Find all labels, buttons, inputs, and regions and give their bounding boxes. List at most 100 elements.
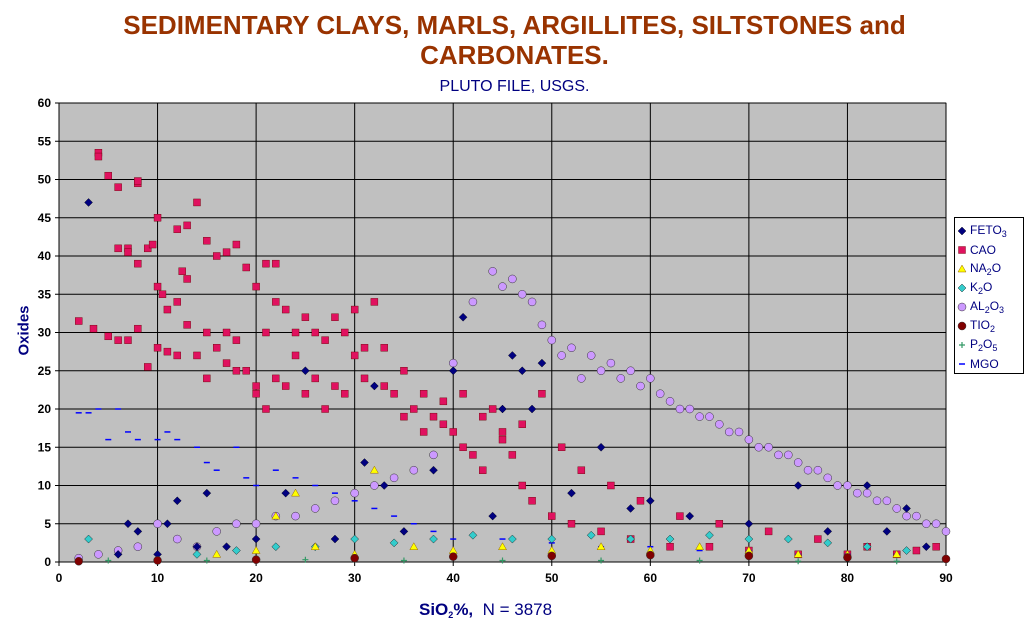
- point-cao: [262, 328, 270, 337]
- point-al2o3: [429, 450, 438, 460]
- point-cao: [321, 336, 329, 344]
- point-al2o3: [734, 427, 744, 437]
- point-cao: [222, 359, 231, 367]
- point-cao: [183, 275, 191, 283]
- point-feto3: [251, 534, 261, 544]
- point-cao: [232, 240, 241, 249]
- point-cao: [331, 382, 339, 390]
- point-cao: [232, 336, 241, 344]
- point-cao: [488, 405, 497, 413]
- x-axis-label-suffix: %,: [453, 600, 474, 619]
- point-na2o: [409, 542, 419, 550]
- y-tick-label: 40: [38, 249, 52, 263]
- point-k2o: [350, 534, 359, 544]
- point-tio2: [153, 556, 162, 565]
- point-cao: [173, 298, 181, 306]
- point-al2o3: [902, 511, 911, 521]
- point-k2o: [429, 534, 438, 544]
- point-al2o3: [774, 450, 783, 460]
- legend-item-mgo: MGO: [955, 354, 1023, 373]
- legend-marker: [959, 341, 965, 348]
- point-al2o3: [675, 404, 685, 414]
- point-al2o3: [931, 519, 941, 528]
- point-al2o3: [527, 297, 537, 307]
- point-k2o: [862, 542, 872, 551]
- legend-item-tio2: TIO2: [955, 316, 1023, 335]
- point-cao: [321, 405, 329, 413]
- point-al2o3: [922, 519, 931, 528]
- series-al2o3: [74, 267, 951, 563]
- point-cao: [715, 520, 724, 528]
- point-al2o3: [754, 443, 763, 452]
- point-cao: [400, 412, 408, 421]
- y-tick-label: 35: [38, 287, 52, 301]
- point-na2o: [596, 542, 606, 550]
- point-tio2: [547, 551, 557, 561]
- point-al2o3: [596, 366, 606, 375]
- point-al2o3: [350, 488, 359, 498]
- point-cao: [764, 527, 773, 536]
- point-feto3: [596, 442, 606, 452]
- point-cao: [252, 282, 260, 291]
- point-al2o3: [862, 488, 872, 498]
- point-k2o: [784, 534, 793, 544]
- point-al2o3: [636, 381, 645, 391]
- point-tio2: [74, 556, 83, 566]
- legend-item-feto3: FETO3: [955, 221, 1023, 240]
- point-al2o3: [843, 481, 852, 490]
- point-cao: [429, 412, 438, 421]
- point-tio2: [941, 554, 951, 564]
- x-tick-label: 30: [348, 571, 362, 585]
- x-axis-label: SiO2%, N = 3878: [419, 600, 552, 620]
- point-cao: [134, 177, 142, 185]
- point-cao: [183, 321, 191, 329]
- point-cao: [705, 543, 714, 551]
- point-feto3: [301, 366, 310, 376]
- point-al2o3: [488, 267, 497, 276]
- legend-label: FETO3: [970, 222, 1007, 239]
- point-cao: [518, 420, 526, 428]
- point-cao: [114, 336, 122, 344]
- point-al2o3: [665, 397, 675, 406]
- legend-label: K2O: [970, 279, 993, 296]
- point-al2o3: [784, 450, 793, 460]
- x-axis-label-count: N = 3878: [482, 600, 553, 619]
- legend-marker-triangle-icon: [957, 263, 967, 272]
- point-na2o: [271, 511, 281, 520]
- point-cao: [153, 282, 162, 291]
- point-al2o3: [537, 320, 547, 330]
- x-axis-label-main: SiO: [419, 600, 449, 619]
- point-na2o: [793, 549, 803, 558]
- point-cao: [252, 390, 260, 398]
- point-cao: [262, 405, 270, 413]
- legend-label: AL2O3: [970, 298, 1005, 315]
- point-k2o: [744, 534, 754, 544]
- legend-marker-square-icon: [958, 245, 966, 254]
- point-al2o3: [616, 374, 626, 383]
- point-feto3: [862, 481, 872, 490]
- legend-label: NA2O: [970, 260, 1002, 277]
- point-cao: [607, 481, 615, 490]
- x-tick-label: 80: [841, 571, 855, 585]
- point-p2o5: [795, 558, 802, 565]
- point-al2o3: [212, 527, 221, 536]
- legend-marker-circle-icon: [957, 302, 967, 311]
- point-k2o: [468, 530, 478, 540]
- point-cao: [75, 317, 83, 325]
- y-tick-label: 0: [44, 555, 51, 569]
- point-cao: [597, 527, 605, 536]
- point-cao: [311, 328, 319, 337]
- point-cao: [469, 451, 477, 459]
- y-tick-label: 60: [38, 96, 52, 110]
- point-tio2: [843, 553, 852, 562]
- y-tick-label: 45: [38, 211, 52, 225]
- point-cao: [301, 313, 310, 321]
- point-na2o: [212, 549, 222, 558]
- point-cao: [291, 328, 300, 337]
- x-tick-label: 60: [644, 571, 658, 585]
- point-cao: [814, 535, 822, 543]
- point-cao: [567, 520, 576, 528]
- point-feto3: [498, 404, 507, 414]
- point-feto3: [517, 366, 527, 376]
- point-cao: [89, 324, 98, 333]
